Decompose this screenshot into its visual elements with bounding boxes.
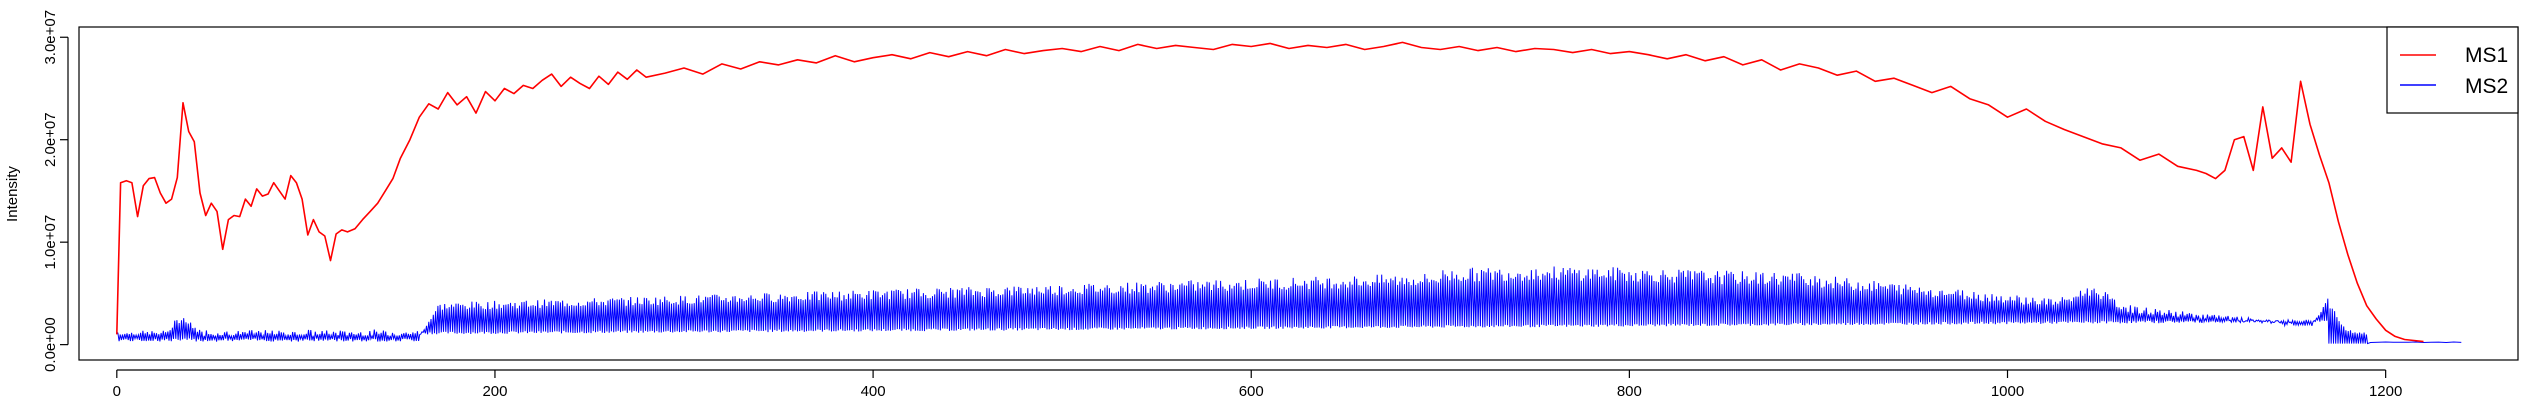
x-tick-label: 800 bbox=[1617, 383, 1642, 400]
x-axis: 0 200 400 600 800 1000 1200 bbox=[113, 369, 2402, 400]
x-tick-label: 400 bbox=[861, 383, 886, 400]
x-tick-label: 600 bbox=[1239, 383, 1264, 400]
x-tick-label: 1200 bbox=[2369, 383, 2402, 400]
ms2-line bbox=[116, 266, 2462, 345]
ms2-series bbox=[116, 266, 2462, 345]
legend-label-ms2: MS2 bbox=[2465, 75, 2508, 98]
ms1-series bbox=[116, 41, 2424, 343]
x-tick-label: 0 bbox=[113, 383, 121, 400]
y-tick-label: 1.0e+07 bbox=[42, 215, 59, 270]
ms1-line bbox=[116, 41, 2424, 343]
y-axis-title: Intensity bbox=[4, 166, 21, 222]
y-tick-label: 3.0e+07 bbox=[42, 10, 59, 65]
y-tick-label: 2.0e+07 bbox=[42, 112, 59, 167]
y-axis: 0.0e+00 1.0e+07 2.0e+07 3.0e+07 bbox=[42, 10, 69, 372]
y-tick-label: 0.0e+00 bbox=[42, 317, 59, 372]
plot-box bbox=[78, 26, 2519, 361]
legend-box bbox=[2386, 26, 2519, 114]
legend-label-ms1: MS1 bbox=[2465, 44, 2508, 67]
x-tick-label: 1000 bbox=[1991, 383, 2024, 400]
legend: MS1 MS2 bbox=[2386, 26, 2519, 114]
x-tick-label: 200 bbox=[482, 383, 507, 400]
